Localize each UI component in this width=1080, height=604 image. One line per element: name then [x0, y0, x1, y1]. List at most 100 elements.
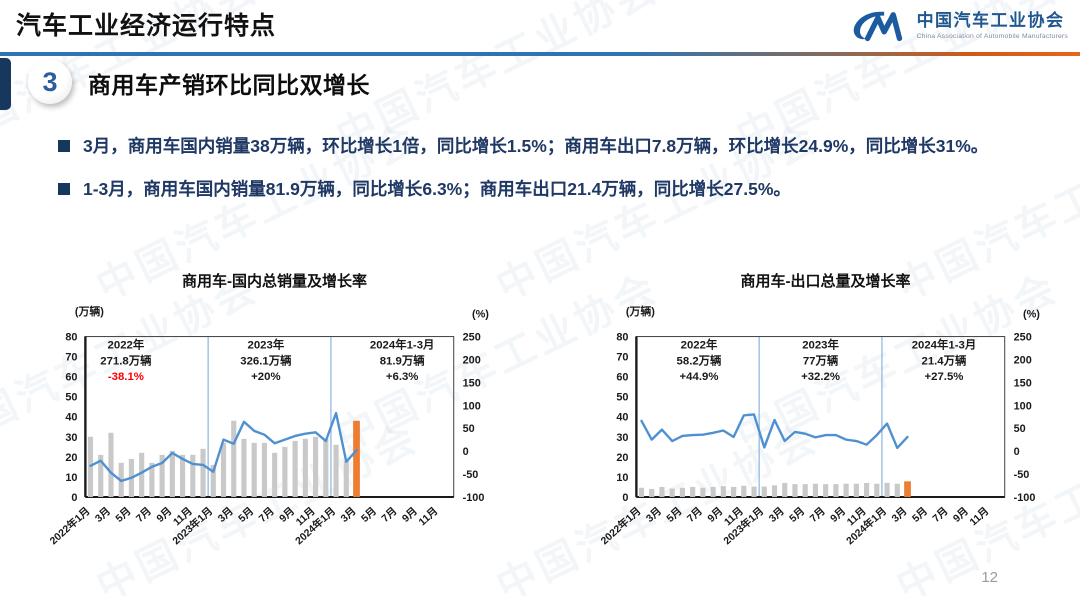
svg-text:7月: 7月 [685, 505, 705, 525]
domestic-sales-chart-plot: 0 10 20 30 40 50 60 70 80 -100 -50 0 50 100 150 200 250 (… [22, 292, 527, 599]
svg-text:7月: 7月 [134, 505, 154, 525]
svg-text:0: 0 [1014, 446, 1020, 458]
svg-text:9月: 9月 [277, 505, 297, 525]
svg-text:9月: 9月 [951, 505, 971, 525]
svg-text:150: 150 [463, 377, 481, 389]
svg-text:-100: -100 [1014, 492, 1036, 504]
svg-text:50: 50 [463, 423, 475, 435]
svg-text:5月: 5月 [359, 505, 379, 525]
svg-text:7月: 7月 [930, 505, 950, 525]
bullet-list: 3月，商用车国内销量38万辆，环比增长1倍，同比增长1.5%；商用车出口7.8万… [58, 126, 1058, 212]
svg-text:5月: 5月 [664, 505, 684, 525]
svg-text:7月: 7月 [808, 505, 828, 525]
svg-text:2022年1月: 2022年1月 [598, 504, 644, 547]
caam-logo-icon [853, 11, 902, 42]
svg-text:(%): (%) [472, 309, 489, 321]
svg-text:50: 50 [616, 392, 628, 404]
domestic-sales-svg: 0 10 20 30 40 50 60 70 80 -100 -50 0 50 100 150 200 250 (… [47, 304, 489, 547]
section-accent-bar [0, 58, 11, 110]
export-volume-svg: 0 10 20 30 40 50 60 70 80 -100 -50 0 50 100 150 200 250 (… [598, 304, 1040, 547]
chart-title-domestic: 商用车-国内总销量及增长率 [182, 273, 367, 290]
svg-text:2023年: 2023年 [802, 337, 839, 351]
svg-text:9月: 9月 [828, 505, 848, 525]
bullet-square-icon [58, 140, 70, 152]
page-title: 汽车工业经济运行特点 [16, 12, 277, 40]
svg-text:77万辆: 77万辆 [803, 353, 839, 367]
svg-text:0: 0 [622, 492, 628, 504]
bullet-item-q1: 1-3月，商用车国内销量81.9万辆，同比增长6.3%；商用车出口21.4万辆，… [58, 169, 1058, 209]
svg-text:80: 80 [616, 332, 628, 344]
svg-text:5月: 5月 [787, 505, 807, 525]
svg-text:200: 200 [463, 354, 481, 366]
svg-text:100: 100 [1014, 400, 1032, 412]
svg-text:80: 80 [65, 332, 77, 344]
bullet-text: 3月，商用车国内销量38万辆，环比增长1倍，同比增长1.5%；商用车出口7.8万… [83, 136, 989, 156]
svg-text:(万辆): (万辆) [626, 304, 655, 318]
svg-text:-100: -100 [463, 492, 485, 504]
bullet-square-icon [58, 183, 70, 195]
svg-text:250: 250 [1014, 332, 1032, 344]
svg-text:2022年: 2022年 [108, 337, 145, 351]
svg-text:60: 60 [616, 372, 628, 384]
svg-text:70: 70 [616, 352, 628, 364]
svg-text:-50: -50 [1014, 469, 1030, 481]
caam-logo-text: 中国汽车工业协会 China Association of Automobile… [916, 11, 1068, 39]
svg-text:5月: 5月 [236, 505, 256, 525]
svg-text:7月: 7月 [379, 505, 399, 525]
svg-text:9月: 9月 [705, 505, 725, 525]
svg-text:9月: 9月 [400, 505, 420, 525]
svg-text:10: 10 [616, 472, 628, 484]
svg-text:21.4万辆: 21.4万辆 [921, 353, 967, 367]
svg-text:40: 40 [616, 412, 628, 424]
svg-text:+27.5%: +27.5% [924, 371, 963, 383]
svg-text:11月: 11月 [416, 505, 440, 528]
page-number: 12 [981, 569, 998, 586]
svg-text:+32.2%: +32.2% [801, 371, 840, 383]
svg-text:30: 30 [65, 432, 77, 444]
svg-text:200: 200 [1014, 354, 1032, 366]
svg-text:2024年1-3月: 2024年1-3月 [912, 337, 977, 351]
svg-text:5月: 5月 [910, 505, 930, 525]
svg-text:(万辆): (万辆) [75, 304, 104, 318]
svg-text:50: 50 [1014, 423, 1026, 435]
svg-text:3月: 3月 [767, 505, 787, 525]
svg-text:100: 100 [463, 400, 481, 412]
svg-text:+20%: +20% [251, 371, 280, 383]
svg-text:81.9万辆: 81.9万辆 [380, 353, 426, 367]
svg-text:0: 0 [71, 492, 77, 504]
caam-logo: 中国汽车工业协会 China Association of Automobile… [851, 8, 1068, 44]
svg-text:2024年1-3月: 2024年1-3月 [370, 337, 435, 351]
charts-row: 商用车-国内总销量及增长率 0 10 20 30 40 50 60 70 80 -100 -50 0 5… [22, 270, 1078, 599]
svg-text:11月: 11月 [967, 505, 991, 528]
svg-text:3月: 3月 [889, 505, 909, 525]
domestic-sales-chart: 商用车-国内总销量及增长率 0 10 20 30 40 50 60 70 80 -100 -50 0 5… [22, 270, 527, 599]
svg-text:30: 30 [616, 432, 628, 444]
svg-text:10: 10 [65, 472, 77, 484]
svg-text:150: 150 [1014, 377, 1032, 389]
svg-text:3月: 3月 [216, 505, 236, 525]
svg-text:3月: 3月 [93, 505, 113, 525]
svg-text:3月: 3月 [338, 505, 358, 525]
org-name-cn: 中国汽车工业协会 [916, 11, 1065, 31]
svg-text:7月: 7月 [257, 505, 277, 525]
svg-text:5月: 5月 [113, 505, 133, 525]
svg-text:70: 70 [65, 352, 77, 364]
svg-text:(%): (%) [1023, 309, 1040, 321]
svg-text:2022年1月: 2022年1月 [47, 504, 93, 547]
svg-text:3月: 3月 [644, 505, 664, 525]
svg-text:-50: -50 [463, 469, 479, 481]
svg-text:20: 20 [616, 452, 628, 464]
bullet-item-march: 3月，商用车国内销量38万辆，环比增长1倍，同比增长1.5%；商用车出口7.8万… [58, 126, 1058, 166]
svg-text:9月: 9月 [154, 505, 174, 525]
section-heading: 商用车产销环比同比双增长 [88, 72, 370, 98]
title-divider [0, 52, 1080, 56]
svg-text:250: 250 [463, 332, 481, 344]
section-number-badge: 3 [28, 60, 72, 104]
svg-text:-38.1%: -38.1% [108, 371, 144, 383]
chart-title-export: 商用车-出口总量及增长率 [740, 273, 911, 290]
svg-text:0: 0 [463, 446, 469, 458]
svg-text:+6.3%: +6.3% [386, 371, 419, 383]
svg-text:40: 40 [65, 412, 77, 424]
export-volume-chart: 商用车-出口总量及增长率 0 10 20 30 40 50 60 70 80 -100 -50 0 50… [573, 270, 1078, 599]
